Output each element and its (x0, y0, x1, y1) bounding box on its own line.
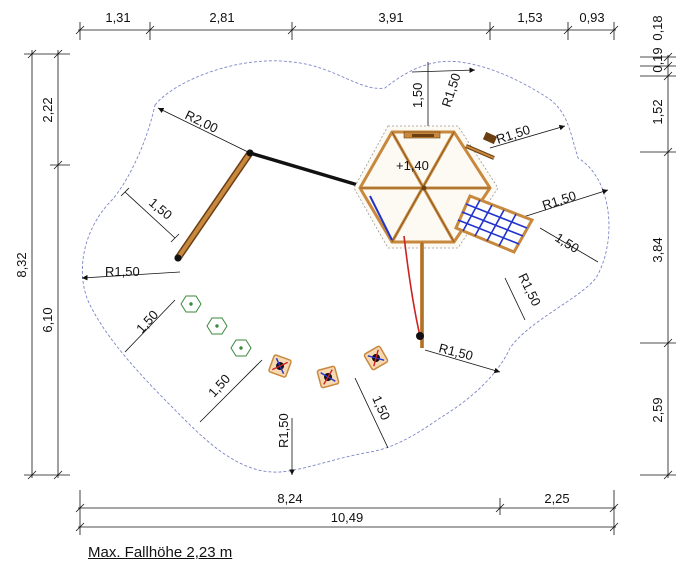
top-dim-label: 1,53 (517, 10, 542, 25)
distance-label: 1,50 (133, 307, 161, 336)
right-dim-label: 0,19 (650, 47, 665, 72)
steering-bar (465, 131, 498, 160)
top-dim-label: 2,81 (209, 10, 234, 25)
radius-label: R1,50 (439, 71, 464, 109)
spring-seats (268, 345, 389, 389)
radius-label: R2,00 (183, 107, 221, 136)
distance-label: 1,50 (552, 230, 581, 256)
bottom-dimension-chain (75, 490, 619, 535)
radius-label: R1,50 (105, 264, 140, 279)
right-dim-label: 2,59 (650, 397, 665, 422)
radius-lines (81, 67, 609, 475)
stepping-stones (180, 295, 252, 357)
rope-bridge (249, 151, 369, 190)
top-dim-label: 3,91 (378, 10, 403, 25)
distance-lines (120, 62, 599, 449)
caption-max-fall-height: Max. Fallhöhe 2,23 m (88, 544, 233, 561)
right-dim-label: 3,84 (650, 237, 665, 262)
distance-label: 1,50 (369, 393, 393, 422)
bottom-dim-label: 8,24 (277, 491, 302, 506)
left-dimension-chain (24, 49, 70, 480)
radius-label: R1,50 (276, 413, 291, 448)
balance-beam (174, 149, 254, 262)
climbing-net (454, 194, 535, 254)
right-dimension-chain (640, 52, 676, 480)
slide-pole (403, 235, 424, 348)
safety-zone-boundary (81, 60, 610, 473)
left-dim-label: 8,32 (14, 252, 29, 277)
left-dim-label: 6,10 (40, 307, 55, 332)
distance-label: 1,50 (410, 83, 425, 108)
radius-label: R1,50 (540, 188, 578, 213)
right-dim-label: 0,18 (650, 15, 665, 40)
top-dim-label: 0,93 (579, 10, 604, 25)
distance-label: 1,50 (146, 195, 175, 223)
bottom-dim-label: 10,49 (331, 510, 364, 525)
top-dim-label: 1,31 (105, 10, 130, 25)
bottom-dim-label: 2,25 (544, 491, 569, 506)
right-dim-label: 1,52 (650, 99, 665, 124)
radius-label: R1,50 (494, 122, 532, 147)
radius-label: R1,50 (437, 340, 474, 363)
platform-height-label: +1,40 (396, 158, 429, 173)
left-dim-label: 2,22 (40, 97, 55, 122)
top-dimension-chain (75, 22, 619, 40)
radius-label: R1,50 (515, 271, 544, 309)
distance-label: 1,50 (205, 371, 233, 400)
